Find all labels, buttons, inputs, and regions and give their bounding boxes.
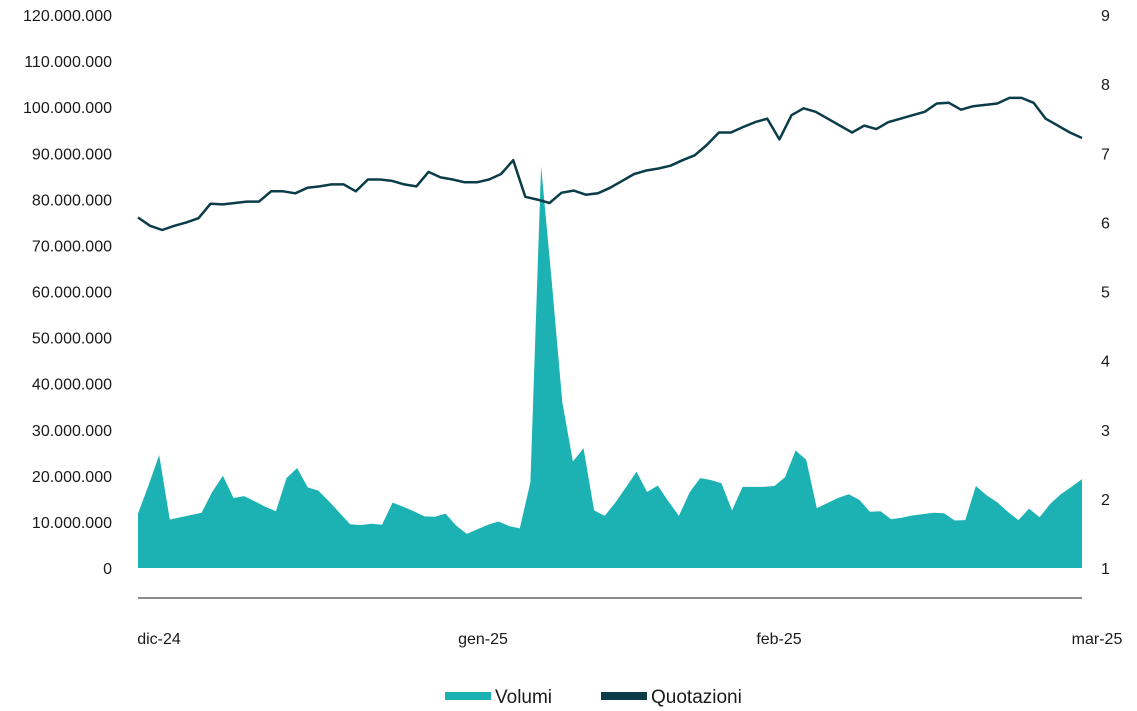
y-left-tick-label: 40.000.000 [32, 377, 112, 394]
y-right-axis: 1 2 3 4 5 6 7 8 9 [1101, 8, 1110, 578]
y-left-tick-label: 70.000.000 [32, 238, 112, 255]
y-right-tick-label: 3 [1101, 423, 1110, 440]
y-left-tick-label: 0 [103, 561, 112, 578]
y-left-axis: 0 10.000.000 20.000.000 30.000.000 40.000.00… [23, 8, 112, 578]
legend-swatch [601, 692, 647, 700]
x-tick-label: feb-25 [756, 631, 801, 648]
y-left-tick-label: 30.000.000 [32, 423, 112, 440]
y-right-tick-label: 1 [1101, 561, 1110, 578]
y-left-tick-label: 10.000.000 [32, 515, 112, 532]
y-left-tick-label: 90.000.000 [32, 146, 112, 163]
plot-area [137, 96, 1083, 568]
y-left-tick-label: 20.000.000 [32, 469, 112, 486]
y-right-tick-label: 4 [1101, 354, 1110, 371]
y-right-tick-label: 2 [1101, 492, 1110, 509]
y-right-tick-label: 7 [1101, 146, 1110, 163]
x-tick-label: dic-24 [137, 631, 181, 648]
x-axis: dic-24 gen-25 feb-25 mar-25 [137, 631, 1122, 648]
y-right-tick-label: 9 [1101, 8, 1110, 25]
y-left-tick-label: 110.000.000 [24, 54, 112, 71]
legend-label: Quotazioni [651, 687, 742, 708]
legend: Volumi Quotazioni [445, 687, 742, 708]
legend-label: Volumi [495, 687, 552, 708]
x-tick-label: gen-25 [458, 631, 508, 648]
y-left-tick-label: 100.000.000 [23, 100, 112, 117]
series-line-quotazioni [137, 96, 1083, 232]
y-left-tick-label: 50.000.000 [32, 331, 112, 348]
y-right-tick-label: 8 [1101, 77, 1110, 94]
x-tick-label: mar-25 [1072, 631, 1123, 648]
y-right-tick-label: 6 [1101, 215, 1110, 232]
y-left-tick-label: 120.000.000 [23, 8, 112, 25]
y-left-tick-label: 60.000.000 [32, 285, 112, 302]
y-left-tick-label: 80.000.000 [32, 192, 112, 209]
legend-swatch [445, 692, 491, 700]
series-area-volumi [138, 166, 1082, 568]
y-right-tick-label: 5 [1101, 285, 1110, 302]
